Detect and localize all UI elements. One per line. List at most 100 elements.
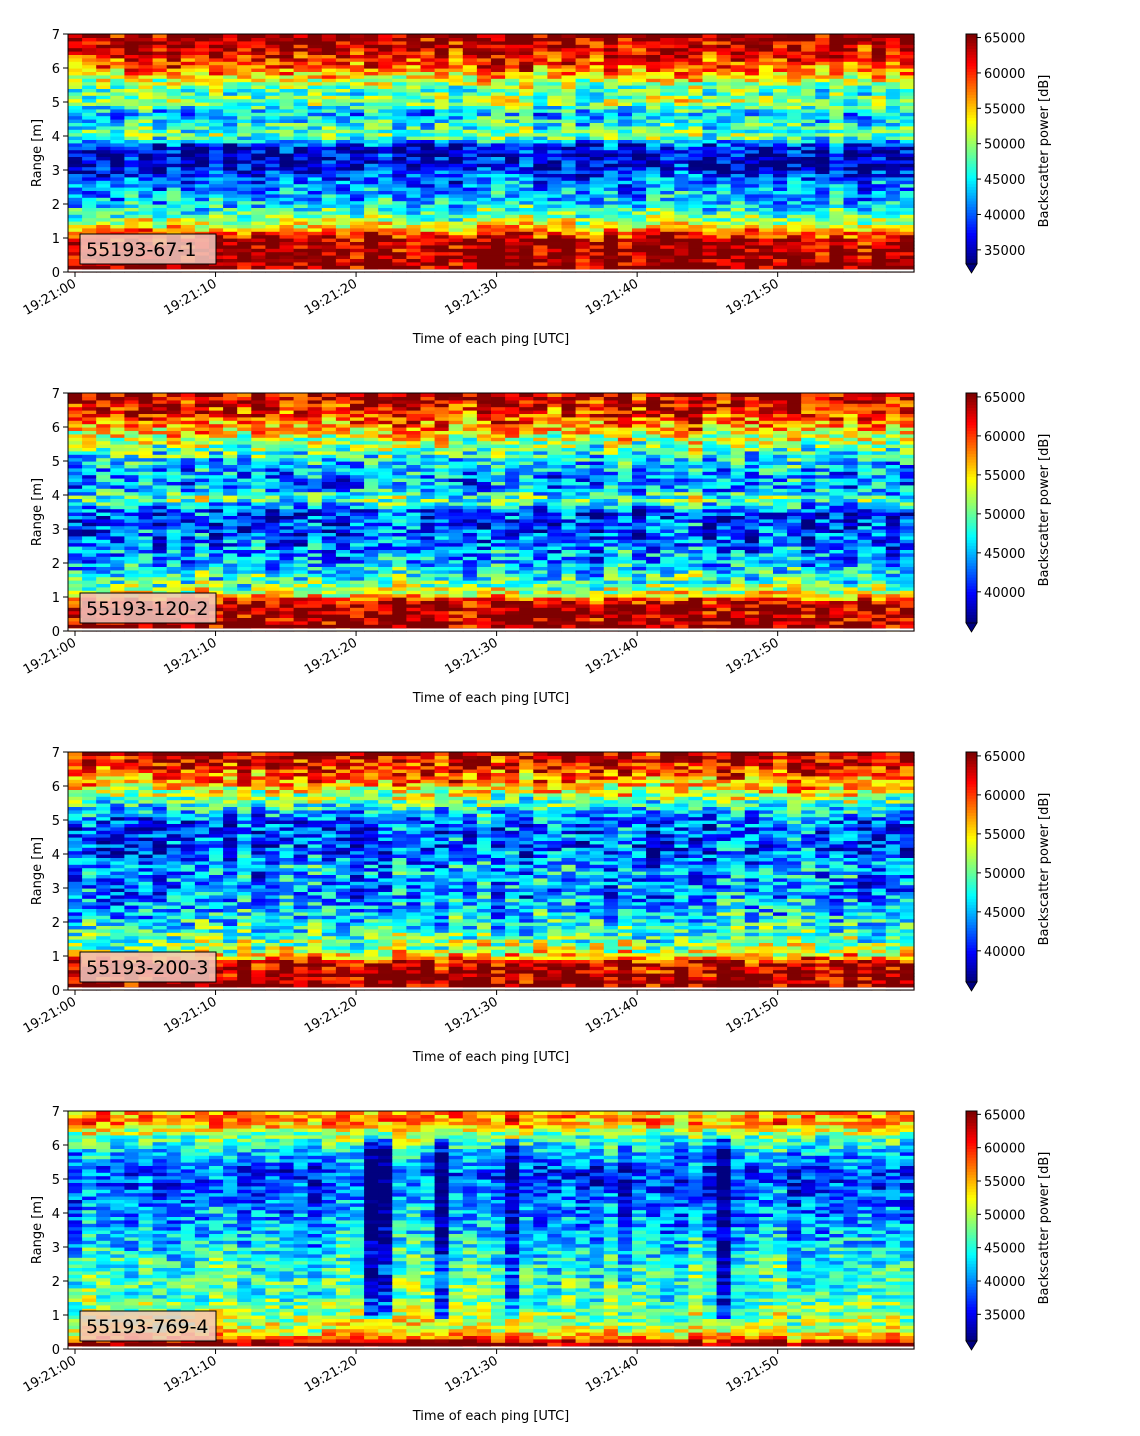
heatmap-cell <box>110 183 125 188</box>
heatmap-cell <box>533 119 548 123</box>
heatmap-cell <box>617 153 633 157</box>
heatmap-cell <box>476 115 492 120</box>
heatmap-cell <box>646 88 661 93</box>
heatmap-cell <box>519 255 534 259</box>
heatmap-cell <box>110 149 125 154</box>
heatmap-cell <box>462 61 478 66</box>
heatmap-cell <box>307 227 323 232</box>
heatmap-cell <box>138 403 154 408</box>
heatmap-cell <box>561 166 577 171</box>
heatmap-cell <box>547 234 563 239</box>
heatmap-cell <box>744 231 760 236</box>
heatmap-cell <box>321 142 337 147</box>
heatmap-cell <box>603 78 619 83</box>
heatmap-cell <box>293 163 309 168</box>
heatmap-cell <box>152 156 168 161</box>
heatmap-cell <box>575 224 591 229</box>
heatmap-cell <box>547 197 563 202</box>
heatmap-cell <box>434 197 450 202</box>
heatmap-cell <box>448 159 464 164</box>
heatmap-cell <box>476 91 492 96</box>
heatmap-cell <box>335 193 351 198</box>
heatmap-cell <box>293 115 309 120</box>
heatmap-cell <box>434 231 450 236</box>
heatmap-cell <box>293 51 309 55</box>
heatmap-cell <box>575 102 591 106</box>
heatmap-cell <box>533 74 548 79</box>
heatmap-cell <box>589 258 605 263</box>
heatmap-cell <box>138 210 154 215</box>
heatmap-cell <box>420 136 436 140</box>
heatmap-cell <box>307 176 323 181</box>
heatmap-cell <box>505 197 520 202</box>
heatmap-cell <box>152 265 168 270</box>
heatmap-cell <box>716 108 732 113</box>
heatmap-cell <box>476 74 492 79</box>
heatmap-cell <box>603 115 619 120</box>
heatmap-cell <box>194 197 210 202</box>
heatmap-cell <box>589 105 605 110</box>
heatmap-cell <box>434 200 450 205</box>
heatmap-cell <box>335 217 351 222</box>
heatmap-cell <box>194 156 210 161</box>
heatmap-cell <box>505 180 520 185</box>
heatmap-cell <box>378 71 393 76</box>
heatmap-cell <box>744 173 760 178</box>
heatmap-cell <box>646 98 661 103</box>
heatmap-cell <box>251 258 266 263</box>
heatmap-cell <box>857 210 873 215</box>
heatmap-cell <box>152 149 168 154</box>
heatmap-cell <box>68 437 83 442</box>
heatmap-cell <box>335 241 351 246</box>
heatmap-cell <box>617 51 633 55</box>
heatmap-cell <box>744 44 760 49</box>
heatmap-cell <box>773 210 788 215</box>
heatmap-cell <box>632 81 647 86</box>
heatmap-cell <box>674 227 689 232</box>
heatmap-cell <box>787 183 802 188</box>
heatmap-cell <box>265 102 281 106</box>
heatmap-cell <box>279 102 295 106</box>
heatmap-cell <box>194 85 210 89</box>
heatmap-cell <box>364 244 379 249</box>
heatmap-cell <box>364 68 379 72</box>
heatmap-cell <box>744 166 760 171</box>
heatmap-cell <box>646 183 661 188</box>
heatmap-cell <box>660 231 675 236</box>
heatmap-cell <box>744 34 760 38</box>
heatmap-cell <box>194 265 210 270</box>
heatmap-cell <box>223 142 238 147</box>
heatmap-cell <box>406 251 422 256</box>
heatmap-cell <box>152 47 168 52</box>
colorbar-tick-label: 45000 <box>984 173 1025 188</box>
heatmap-cell <box>730 95 746 100</box>
heatmap-cell <box>350 241 365 246</box>
heatmap-cell <box>293 176 309 181</box>
heatmap-cell <box>152 108 168 113</box>
heatmap-cell <box>660 98 675 103</box>
heatmap-cell <box>730 149 746 154</box>
heatmap-cell <box>293 95 309 100</box>
heatmap-cell <box>110 146 125 151</box>
heatmap-cell <box>166 142 182 147</box>
heatmap-cell <box>505 238 520 242</box>
heatmap-cell <box>462 78 478 83</box>
heatmap-cell <box>547 210 563 215</box>
heatmap-cell <box>110 40 125 45</box>
heatmap-cell <box>505 159 520 164</box>
heatmap-cell <box>237 91 252 96</box>
heatmap-cell <box>533 159 548 164</box>
heatmap-cell <box>406 248 422 253</box>
heatmap-cell <box>758 241 774 246</box>
heatmap-cell <box>533 234 548 239</box>
heatmap-cell <box>364 173 379 178</box>
heatmap-cell <box>251 180 266 185</box>
heatmap-cell <box>815 234 830 239</box>
heatmap-cell <box>82 37 97 42</box>
heatmap-cell <box>617 170 633 174</box>
heatmap-cell <box>152 403 168 408</box>
heatmap-cell <box>519 81 534 86</box>
heatmap-cell <box>68 180 83 185</box>
heatmap-cell <box>575 88 591 93</box>
heatmap-cell <box>744 54 760 59</box>
